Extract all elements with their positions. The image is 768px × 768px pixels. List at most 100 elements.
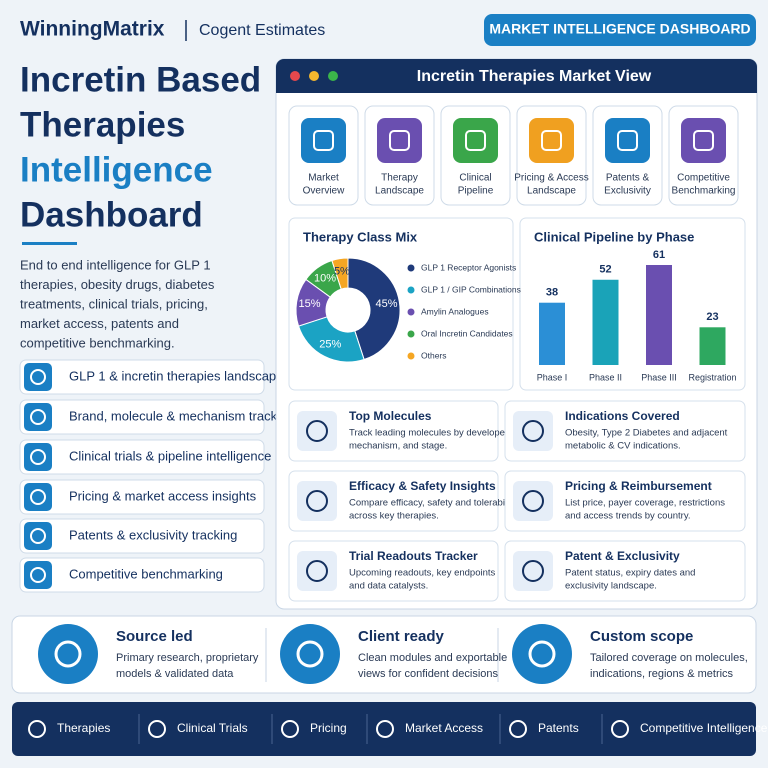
pie-slice <box>347 257 401 361</box>
feature-box[interactable] <box>19 479 265 515</box>
card-glyph <box>522 490 544 512</box>
tile-label[interactable]: Exclusivity <box>604 186 651 197</box>
feature-icon <box>24 483 52 511</box>
card-icon <box>513 481 553 521</box>
legend-swatch <box>407 286 415 294</box>
tile-label[interactable]: Pipeline <box>458 186 494 197</box>
tile-label[interactable]: Market <box>308 173 339 184</box>
tile-label[interactable]: Pricing & Access <box>514 173 588 184</box>
feature-label[interactable]: Competitive benchmarking <box>69 566 223 581</box>
highlight-title: Client ready <box>358 628 445 645</box>
tile-glyph <box>465 130 486 151</box>
x-tick-label: Registration <box>688 372 736 382</box>
footer-link[interactable]: Patents <box>538 721 579 735</box>
tile-icon <box>377 118 422 163</box>
feature-label[interactable]: Brand, molecule & mechanism tracker <box>69 408 289 423</box>
feature-label[interactable]: Patents & exclusivity tracking <box>69 527 237 542</box>
footer-link[interactable]: Therapies <box>57 721 110 735</box>
tile-icon <box>681 118 726 163</box>
tile-icon <box>301 118 346 163</box>
tile-label[interactable]: Competitive <box>677 173 730 184</box>
feature-label[interactable]: GLP 1 & incretin therapies landscape <box>69 368 283 383</box>
feature-box[interactable] <box>19 557 265 593</box>
tile-label[interactable]: Therapy <box>381 173 418 184</box>
chart-title: Clinical Pipeline by Phase <box>534 229 694 244</box>
legend-label: Amylin Analogues <box>421 306 489 316</box>
feature-box[interactable] <box>19 518 265 554</box>
feature-glyph <box>30 449 46 465</box>
tile-glyph <box>541 130 562 151</box>
info-card[interactable] <box>288 400 499 462</box>
bar-value: 38 <box>546 287 558 299</box>
info-card[interactable] <box>288 470 499 532</box>
footer-link[interactable]: Clinical Trials <box>177 721 248 735</box>
feature-label[interactable]: Clinical trials & pipeline intelligence <box>69 448 271 463</box>
card-title: Efficacy & Safety Insights <box>349 479 496 493</box>
x-tick-label: Phase II <box>589 372 622 382</box>
footer-icon <box>148 720 166 738</box>
info-card[interactable] <box>288 540 499 602</box>
card-icon <box>297 551 337 591</box>
hero-title: Therapies <box>20 105 185 144</box>
brand: WinningMatrix <box>20 18 165 41</box>
highlight-glyph <box>54 640 82 668</box>
bar <box>646 265 672 365</box>
highlight-icon <box>38 624 98 684</box>
slice-label: 25% <box>319 339 341 351</box>
legend-label: GLP 1 Receptor Agonists <box>421 262 516 272</box>
card-description: and data catalysts. <box>349 581 428 592</box>
card-description: Upcoming readouts, key endpoints <box>349 568 496 579</box>
card-description: Patent status, expiry dates and <box>565 568 695 579</box>
tile-icon <box>605 118 650 163</box>
highlights-box <box>11 615 757 694</box>
card-icon <box>513 411 553 451</box>
feature-box[interactable] <box>19 439 265 475</box>
badge-bg[interactable] <box>484 14 756 46</box>
feature-box[interactable] <box>19 399 265 435</box>
tile-icon <box>529 118 574 163</box>
feature-box[interactable] <box>19 359 265 395</box>
card-description: Obesity, Type 2 Diabetes and adjacent <box>565 428 728 439</box>
feature-icon <box>24 561 52 589</box>
slice-label: 10% <box>314 272 336 284</box>
legend-label: Others <box>421 350 447 360</box>
feature-icon <box>24 443 52 471</box>
footer-link[interactable]: Market Access <box>405 721 483 735</box>
card-description: metabolic & CV indications. <box>565 441 681 452</box>
info-card[interactable] <box>504 540 746 602</box>
footer-link[interactable]: Competitive Intelligence <box>640 721 768 735</box>
tile-label[interactable]: Overview <box>303 186 345 197</box>
highlight-glyph <box>528 640 556 668</box>
footer-link[interactable]: Pricing <box>310 721 347 735</box>
pie-slice <box>331 257 349 290</box>
tile-label[interactable]: Landscape <box>375 186 424 197</box>
card-description: exclusivity landscape. <box>565 581 657 592</box>
tile-label[interactable]: Benchmarking <box>672 186 736 197</box>
x-tick-label: Phase III <box>641 372 677 382</box>
highlight-description: Clean modules and exportable <box>358 652 507 664</box>
bar <box>699 327 726 365</box>
tile-label[interactable]: Landscape <box>527 186 576 197</box>
feature-label[interactable]: Pricing & market access insights <box>69 488 257 503</box>
card-description: and access trends by country. <box>565 511 691 522</box>
card-description: List price, payer coverage, restrictions <box>565 498 725 509</box>
tile-label[interactable]: Clinical <box>459 173 491 184</box>
badge[interactable]: MARKET INTELLIGENCE DASHBOARD <box>489 21 750 37</box>
tile-label[interactable]: Patents & <box>606 173 650 184</box>
highlight-title: Custom scope <box>590 628 693 645</box>
tile-glyph <box>617 130 638 151</box>
legend-swatch <box>407 352 415 360</box>
card-description: Track leading molecules by developer, <box>349 428 510 439</box>
chart-title: Therapy Class Mix <box>303 229 418 244</box>
info-card[interactable] <box>504 470 746 532</box>
window-dot <box>290 71 300 81</box>
card-title: Top Molecules <box>349 409 432 423</box>
feature-icon <box>24 522 52 550</box>
card-title: Patent & Exclusivity <box>565 549 680 563</box>
panel-title: Incretin Therapies Market View <box>417 68 652 85</box>
tile-glyph <box>389 130 410 151</box>
card-glyph <box>306 490 328 512</box>
highlight-icon <box>512 624 572 684</box>
info-card[interactable] <box>504 400 746 462</box>
slice-label: 5% <box>334 265 350 277</box>
